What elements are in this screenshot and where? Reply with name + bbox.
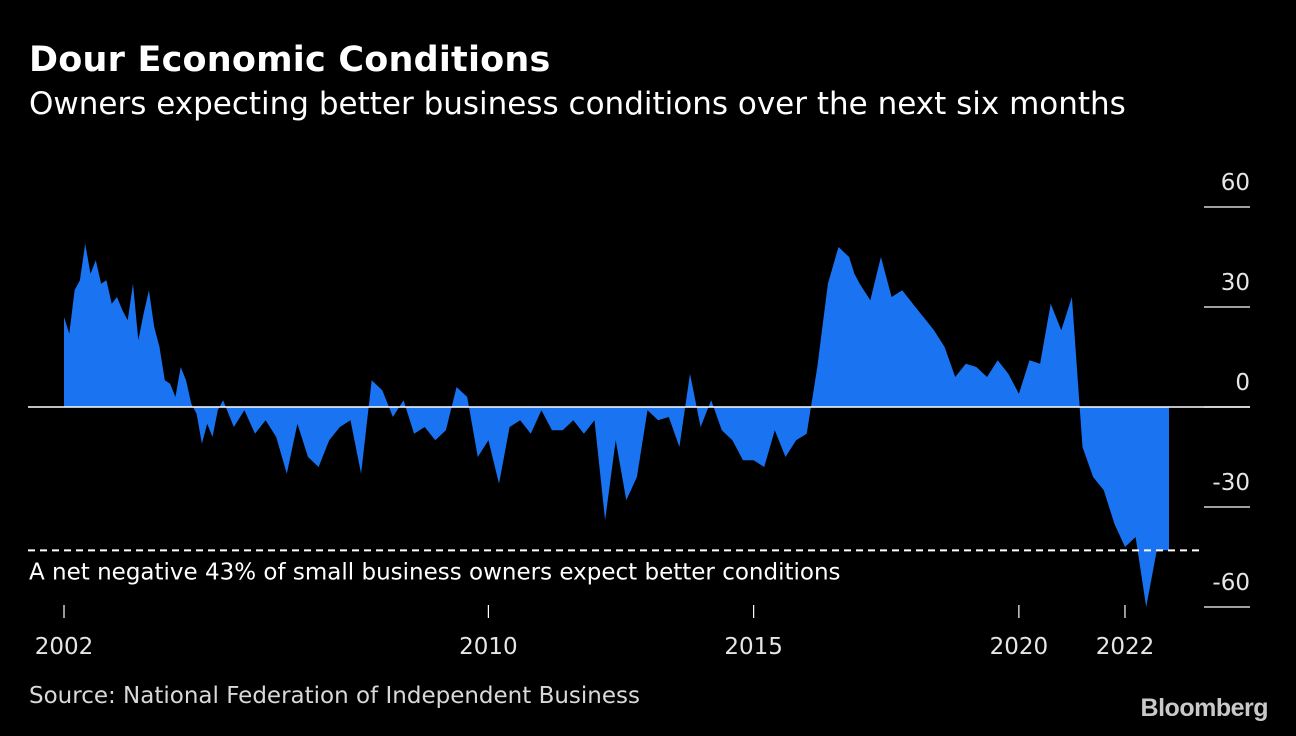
bloomberg-logo: Bloomberg [1140, 694, 1269, 722]
y-tick-label-30: 30 [1221, 270, 1250, 296]
x-tick-label-2002: 2002 [35, 634, 94, 660]
x-tick-label-2020: 2020 [990, 634, 1049, 660]
source-note: Source: National Federation of Independe… [29, 683, 640, 709]
area-series-0 [64, 243, 1169, 607]
y-tick-label--60: -60 [1212, 570, 1250, 596]
y-tick-label--30: -30 [1212, 470, 1250, 496]
chart-title: Dour Economic Conditions [29, 40, 551, 80]
x-tick-label-2022: 2022 [1096, 634, 1155, 660]
y-tick-label-60: 60 [1221, 170, 1250, 196]
y-tick-label-0: 0 [1235, 370, 1250, 396]
x-tick-label-2015: 2015 [724, 634, 783, 660]
x-tick-label-2010: 2010 [459, 634, 518, 660]
annotation-text: A net negative 43% of small business own… [29, 559, 841, 585]
chart-subtitle: Owners expecting better business conditi… [29, 86, 1126, 122]
